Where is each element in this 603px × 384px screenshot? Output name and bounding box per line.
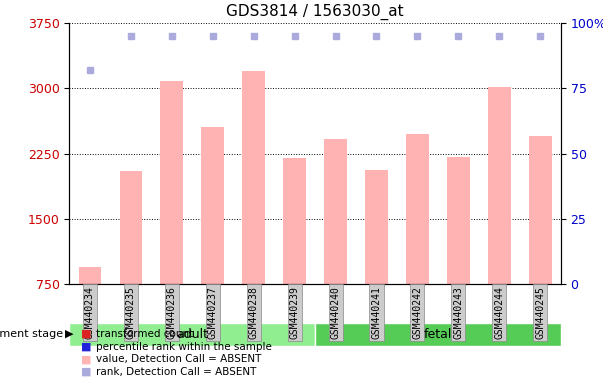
Bar [201, 127, 224, 284]
Bar [324, 139, 347, 284]
Text: rank, Detection Call = ABSENT: rank, Detection Call = ABSENT [96, 367, 257, 377]
Bar [160, 81, 183, 284]
Text: fetal: fetal [424, 328, 452, 341]
Text: GSM440235: GSM440235 [126, 286, 136, 339]
Text: GSM440238: GSM440238 [248, 286, 259, 339]
Text: GSM440234: GSM440234 [85, 286, 95, 339]
Text: ■: ■ [81, 354, 92, 364]
Text: GSM440241: GSM440241 [371, 286, 382, 339]
Text: ▶: ▶ [65, 329, 73, 339]
Text: GSM440245: GSM440245 [535, 286, 545, 339]
Text: GSM440240: GSM440240 [330, 286, 341, 339]
Text: GSM440244: GSM440244 [494, 286, 504, 339]
Bar [242, 71, 265, 284]
Text: percentile rank within the sample: percentile rank within the sample [96, 342, 273, 352]
Text: transformed count: transformed count [96, 329, 194, 339]
Bar [119, 171, 142, 284]
Bar [447, 157, 470, 284]
Text: ■: ■ [81, 329, 92, 339]
Text: GSM440237: GSM440237 [207, 286, 218, 339]
Bar [283, 158, 306, 284]
Bar [78, 267, 101, 284]
Text: GSM440243: GSM440243 [453, 286, 464, 339]
Bar [529, 136, 552, 284]
Bar [365, 170, 388, 284]
Text: development stage: development stage [0, 329, 63, 339]
Text: value, Detection Call = ABSENT: value, Detection Call = ABSENT [96, 354, 262, 364]
Text: GSM440236: GSM440236 [166, 286, 177, 339]
Title: GDS3814 / 1563030_at: GDS3814 / 1563030_at [226, 4, 404, 20]
Bar [406, 134, 429, 284]
Text: ■: ■ [81, 367, 92, 377]
Text: ■: ■ [81, 342, 92, 352]
Text: adult: adult [176, 328, 208, 341]
Text: GSM440242: GSM440242 [412, 286, 423, 339]
Bar [488, 88, 511, 284]
Text: GSM440239: GSM440239 [289, 286, 300, 339]
